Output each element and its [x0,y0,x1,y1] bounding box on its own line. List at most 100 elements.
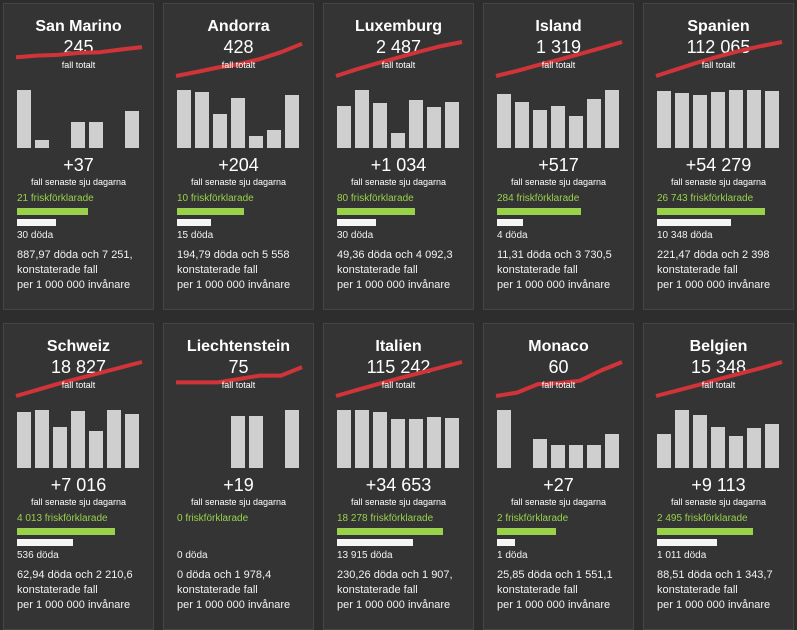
daily-bar [35,139,49,148]
country-name: Liechtenstein [186,338,291,355]
weekly-cases: +9 113 [691,475,746,495]
per-million-line: konstaterade fall [657,584,738,596]
daily-bar [89,430,103,468]
daily-bar [267,130,281,148]
weekly-cases-label: fall senaste sju dagarna [670,177,767,187]
daily-bar [551,105,565,148]
trend-path [495,40,623,78]
per-million-line: konstaterade fall [337,584,418,596]
daily-bar [693,95,707,148]
recovered-label: 10 friskförklarade [177,193,254,204]
daily-bar [657,91,671,148]
weekly-cases-label: fall senaste sju dagarna [190,497,287,507]
daily-bar [515,101,529,148]
daily-bar [337,410,351,468]
daily-bar [35,410,49,468]
daily-bars [17,90,142,148]
weekly-cases-label: fall senaste sju dagarna [190,177,287,187]
total-cases: 2 487 [375,37,422,57]
daily-bar [427,107,441,148]
daily-bar [729,436,743,468]
per-million-line: per 1 000 000 invånare [657,279,771,291]
trend-path [15,360,143,398]
trend-path [655,360,783,398]
recovered-label: 26 743 friskförklarade [657,193,754,204]
per-million-line: per 1 000 000 invånare [657,599,771,611]
per-million-line: 62,94 döda och 2 210,6 [17,569,133,581]
total-cases-label: fall totalt [541,60,576,70]
daily-bar [729,90,743,148]
per-million-line: konstaterade fall [497,264,578,276]
deaths-label: 30 döda [17,230,54,241]
trend-line [655,40,783,78]
daily-bar [711,427,725,468]
deaths-bar [657,539,718,546]
trend-line [335,40,463,78]
recovered-bar [17,208,88,215]
weekly-cases: +517 [538,155,579,175]
daily-bar [445,417,459,468]
weekly-cases: +37 [63,155,94,175]
country-card: Island 1 319 fall totalt +517 fall senaste s… [483,3,634,310]
weekly-cases-label: fall senaste sju dagarna [350,497,447,507]
per-million-line: 221,47 döda och 2 398 [657,249,770,261]
daily-bars [17,410,142,468]
weekly-cases-label: fall senaste sju dagarna [510,497,607,507]
daily-bar [587,445,601,468]
weekly-cases: +1 034 [370,155,427,175]
daily-bar [249,136,263,148]
daily-bar [107,410,121,468]
trend-path [655,40,783,78]
deaths-bar [497,539,515,546]
daily-bar [605,90,619,148]
daily-bar [747,428,761,468]
per-million-line: per 1 000 000 invånare [337,599,451,611]
daily-bar [533,439,547,468]
trend-line [335,360,463,398]
deaths-label: 1 döda [497,550,528,561]
deaths-label: 0 döda [177,550,208,561]
daily-bar [409,100,423,148]
daily-bar [17,412,31,468]
daily-bar [285,94,299,148]
recovered-bar [337,528,444,535]
daily-bar [231,98,245,148]
deaths-label: 1 011 döda [657,550,707,561]
daily-bar [231,416,245,468]
deaths-bar [337,219,376,226]
trend-line [176,365,303,385]
daily-bar [71,121,85,148]
weekly-cases-label: fall senaste sju dagarna [30,497,127,507]
country-card: Italien 115 242 fall totalt +34 653 fall sen… [323,323,474,630]
country-name: Andorra [207,18,270,35]
weekly-cases: +27 [543,475,574,495]
per-million-line: konstaterade fall [657,264,738,276]
daily-bar [125,414,139,468]
deaths-label: 30 döda [337,230,374,241]
total-cases-label: fall totalt [221,380,256,390]
daily-bar [125,110,139,148]
daily-bar [497,410,511,468]
daily-bar [409,418,423,468]
per-million-line: 887,97 döda och 7 251, [17,249,133,261]
trend-path [335,40,463,78]
trend-line [655,360,783,398]
recovered-bar [177,208,244,215]
per-million-line: konstaterade fall [17,584,98,596]
trend-path [495,360,623,398]
daily-bars [177,410,302,468]
country-name: Island [535,18,582,35]
per-million-line: 88,51 döda och 1 343,7 [657,569,773,581]
deaths-bar [177,219,212,226]
daily-bar [355,410,369,468]
per-million-line: per 1 000 000 invånare [177,599,291,611]
total-cases-label: fall totalt [541,380,576,390]
trend-path [175,41,303,78]
recovered-bar [497,528,556,535]
total-cases-label: fall totalt [221,60,256,70]
per-million-line: per 1 000 000 invånare [17,279,131,291]
deaths-bar [497,219,524,226]
country-name: Spanien [687,18,750,35]
daily-bars [657,90,782,148]
country-name: Schweiz [46,338,111,355]
